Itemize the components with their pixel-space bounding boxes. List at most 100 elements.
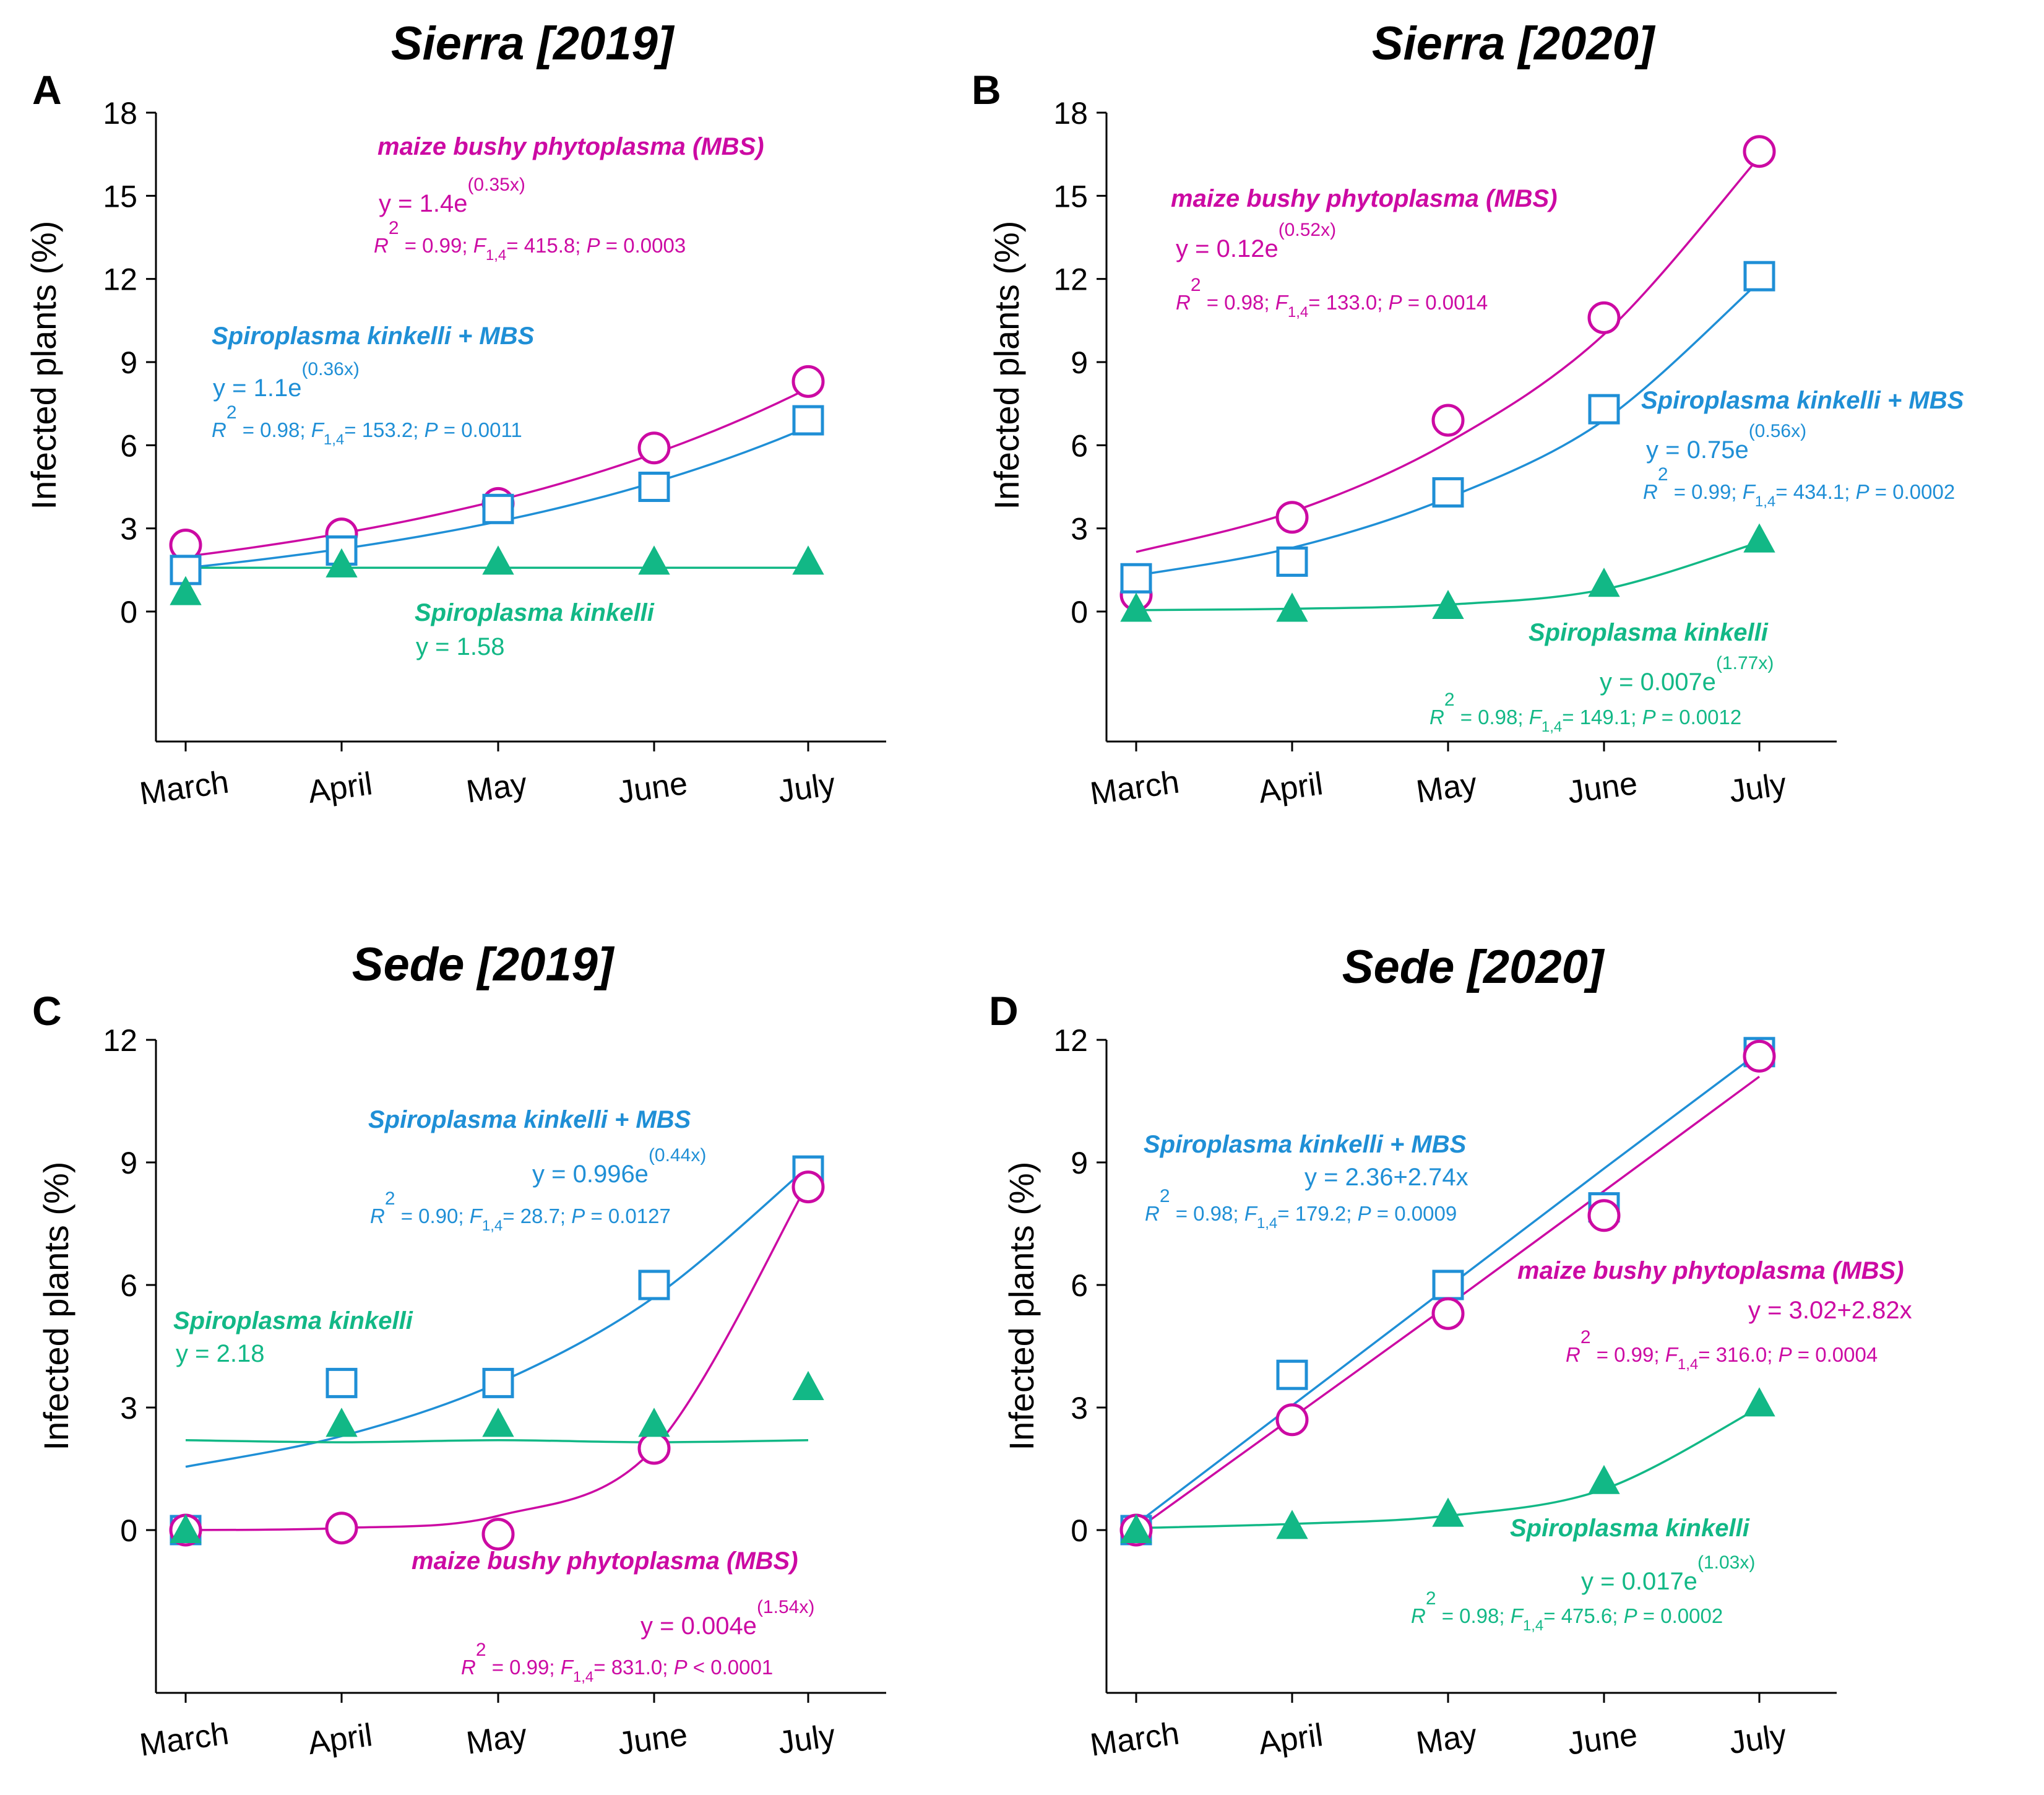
chart-panel-b: Sierra [2020] B Infected plants (%) 0 3 6 9 12 1… <box>972 17 1964 812</box>
triangle-marker <box>1120 592 1152 622</box>
triangle-marker <box>170 576 202 605</box>
x-tick-label: May <box>1414 1718 1479 1762</box>
triangle-marker <box>482 545 514 575</box>
fit-equation: y = 1.4e(0.35x) <box>379 175 525 217</box>
circle-marker <box>791 1170 825 1204</box>
triangle-marker <box>1120 1513 1152 1543</box>
x-tick-label: July <box>1727 766 1789 810</box>
x-tick-label: March <box>137 764 231 812</box>
x-tick-label: March <box>1088 1715 1181 1763</box>
fit-equation: y = 1.58 <box>416 633 504 660</box>
circle-marker <box>1587 301 1621 334</box>
y-tick-label: 3 <box>120 512 137 547</box>
x-tick-label: July <box>776 1718 838 1761</box>
fit-equation: y = 1.1e(0.36x) <box>213 359 360 402</box>
fit-equation: y = 0.004e(1.54x) <box>640 1597 814 1640</box>
series-name-label: Spiroplasma kinkelli + MBS <box>1641 387 1964 414</box>
fit-statistics: R2 = 0.99; F1,4= 415.8; P = 0.0003 <box>374 218 686 264</box>
y-tick-label: 9 <box>1071 345 1088 380</box>
triangle-marker <box>326 548 358 577</box>
series-name-label: Spiroplasma kinkelli <box>415 599 655 626</box>
fit-statistics: R2 = 0.98; F1,4= 179.2; P = 0.0009 <box>1145 1186 1457 1232</box>
x-tick-label: April <box>306 1717 374 1762</box>
x-tick-label: June <box>1566 766 1640 811</box>
x-tick-label: May <box>1414 766 1479 810</box>
circle-marker <box>1275 1403 1309 1437</box>
y-tick-label: 18 <box>1053 96 1088 131</box>
panel-label: C <box>32 988 62 1034</box>
series-name-label: Spiroplasma kinkelli <box>1529 619 1769 646</box>
y-tick-label: 12 <box>103 262 137 297</box>
x-tick-label: July <box>1727 1718 1789 1761</box>
triangle-marker <box>1743 1387 1775 1417</box>
panel-label: D <box>989 988 1019 1034</box>
square-marker <box>638 472 670 502</box>
fit-statistics: R2 = 0.98; F1,4= 153.2; P = 0.0011 <box>212 402 522 448</box>
series-name-label: maize bushy phytoplasma (MBS) <box>1171 185 1558 212</box>
fit-equation: y = 0.007e(1.77x) <box>1600 653 1774 696</box>
series-name-label: maize bushy phytoplasma (MBS) <box>1517 1257 1904 1284</box>
square-marker <box>1432 1269 1464 1300</box>
y-axis-label: Infected plants (%) <box>1002 1162 1041 1451</box>
square-marker <box>482 1367 514 1398</box>
fit-equation: y = 0.12e(0.52x) <box>1176 220 1336 262</box>
triangle-marker <box>1276 592 1308 622</box>
triangle-marker <box>170 1513 202 1543</box>
y-tick-label: 15 <box>103 179 137 214</box>
square-marker <box>792 405 824 436</box>
x-tick-label: June <box>1566 1717 1640 1762</box>
circle-marker <box>325 1512 358 1545</box>
triangle-marker <box>326 1408 358 1437</box>
series-name-label: Spiroplasma kinkelli + MBS <box>212 322 535 350</box>
square-marker <box>1432 477 1464 508</box>
y-tick-label: 6 <box>120 1268 137 1303</box>
series-name-label: Spiroplasma kinkelli + MBS <box>1144 1131 1467 1158</box>
triangle-marker <box>792 1370 824 1400</box>
y-tick-label: 9 <box>120 345 137 380</box>
mbs-fit-line <box>1136 156 1761 553</box>
fit-statistics: R2 = 0.98; F1,4= 149.1; P = 0.0012 <box>1430 690 1741 735</box>
y-tick-label: 18 <box>103 96 137 131</box>
x-tick-label: April <box>1256 1717 1325 1762</box>
circle-marker <box>637 1432 671 1465</box>
circle-marker <box>1743 1039 1776 1073</box>
circle-marker <box>1743 135 1776 168</box>
series-name-label: maize bushy phytoplasma (MBS) <box>377 133 764 160</box>
x-tick-label: April <box>306 766 374 810</box>
chart-panel-d: Sede [2020] D Infected plants (%) 0 3 6 9 12 Mar… <box>989 941 1912 1763</box>
square-marker <box>1120 563 1152 594</box>
y-tick-label: 15 <box>1053 179 1088 214</box>
square-marker <box>638 1269 670 1300</box>
series-name-label: maize bushy phytoplasma (MBS) <box>412 1547 798 1575</box>
fit-statistics: R2 = 0.99; F1,4= 434.1; P = 0.0002 <box>1643 464 1955 510</box>
panel-label: A <box>32 67 62 113</box>
y-axis-label: Infected plants (%) <box>37 1162 75 1451</box>
y-tick-label: 9 <box>1071 1146 1088 1180</box>
fit-equation: y = 2.18 <box>176 1340 264 1367</box>
y-tick-label: 12 <box>1053 262 1088 297</box>
x-tick-label: June <box>616 766 690 811</box>
series-name-label: Spiroplasma kinkelli + MBS <box>368 1106 691 1133</box>
y-tick-label: 9 <box>120 1146 137 1180</box>
mbs-fit-line <box>185 387 809 558</box>
circle-marker <box>637 431 671 465</box>
y-tick-label: 0 <box>1071 595 1088 629</box>
chart-title: Sede [2019] <box>352 938 615 991</box>
series-name-label: Spiroplasma kinkelli <box>173 1307 413 1334</box>
circle-marker <box>481 1518 515 1551</box>
circle-marker <box>1431 1297 1465 1330</box>
chart-panel-c: Sede [2019] C Infected plants (%) 0 3 6 9 12 Mar… <box>32 938 886 1763</box>
circle-marker <box>1587 1199 1621 1232</box>
square-marker <box>326 1367 358 1398</box>
square-marker <box>1588 394 1620 425</box>
fit-equation: y = 0.017e(1.03x) <box>1581 1552 1755 1595</box>
fit-equation: y = 0.75e(0.56x) <box>1646 421 1806 464</box>
square-marker <box>482 493 514 524</box>
fit-equation: y = 3.02+2.82x <box>1748 1297 1912 1324</box>
circle-marker <box>791 365 825 398</box>
triangle-marker <box>482 1408 514 1437</box>
y-tick-label: 0 <box>120 1513 137 1548</box>
y-tick-label: 3 <box>120 1391 137 1425</box>
fit-equation: y = 0.996e(0.44x) <box>532 1145 706 1188</box>
